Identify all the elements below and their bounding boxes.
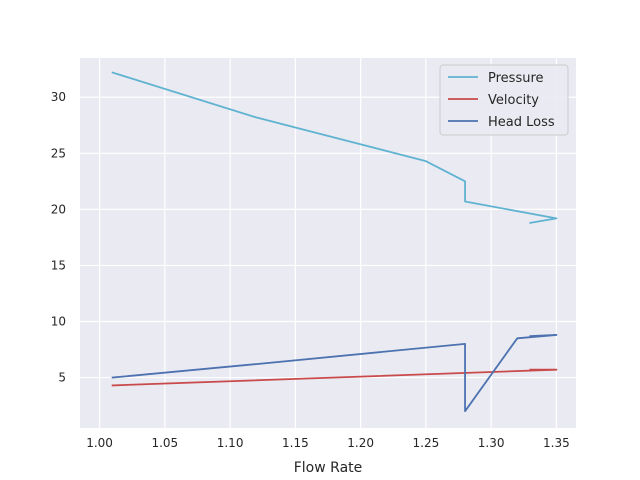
series-line-pressure [111, 71, 558, 224]
x-axis-ticks: 1.00 1.05 1.10 1.15 1.20 1.25 1.30 1.35 [86, 436, 570, 450]
series-line-velocity [111, 368, 558, 387]
y-tick-label: 25 [51, 146, 66, 160]
series-line-head-loss [111, 334, 558, 413]
x-axis-label: Flow Rate [294, 460, 363, 476]
y-tick-label: 5 [58, 371, 66, 385]
legend-label-head-loss: Head Loss [488, 115, 555, 130]
y-tick-label: 30 [51, 90, 66, 104]
x-tick-label: 1.05 [151, 436, 178, 450]
x-tick-label: 1.30 [478, 436, 505, 450]
series-lines [111, 71, 558, 413]
y-tick-label: 15 [51, 258, 66, 272]
x-tick-label: 1.20 [347, 436, 374, 450]
legend: Pressure Velocity Head Loss [439, 64, 569, 136]
y-axis-ticks: 5 10 15 20 25 30 [51, 90, 66, 384]
y-tick-label: 10 [51, 314, 66, 328]
legend-label-pressure: Pressure [488, 71, 544, 86]
x-tick-label: 1.15 [282, 436, 309, 450]
x-tick-label: 1.00 [86, 436, 113, 450]
legend-label-velocity: Velocity [488, 93, 539, 108]
x-tick-label: 1.10 [217, 436, 244, 450]
x-tick-label: 1.35 [543, 436, 570, 450]
legend-box [439, 64, 569, 136]
y-tick-label: 20 [51, 202, 66, 216]
x-tick-label: 1.25 [413, 436, 440, 450]
